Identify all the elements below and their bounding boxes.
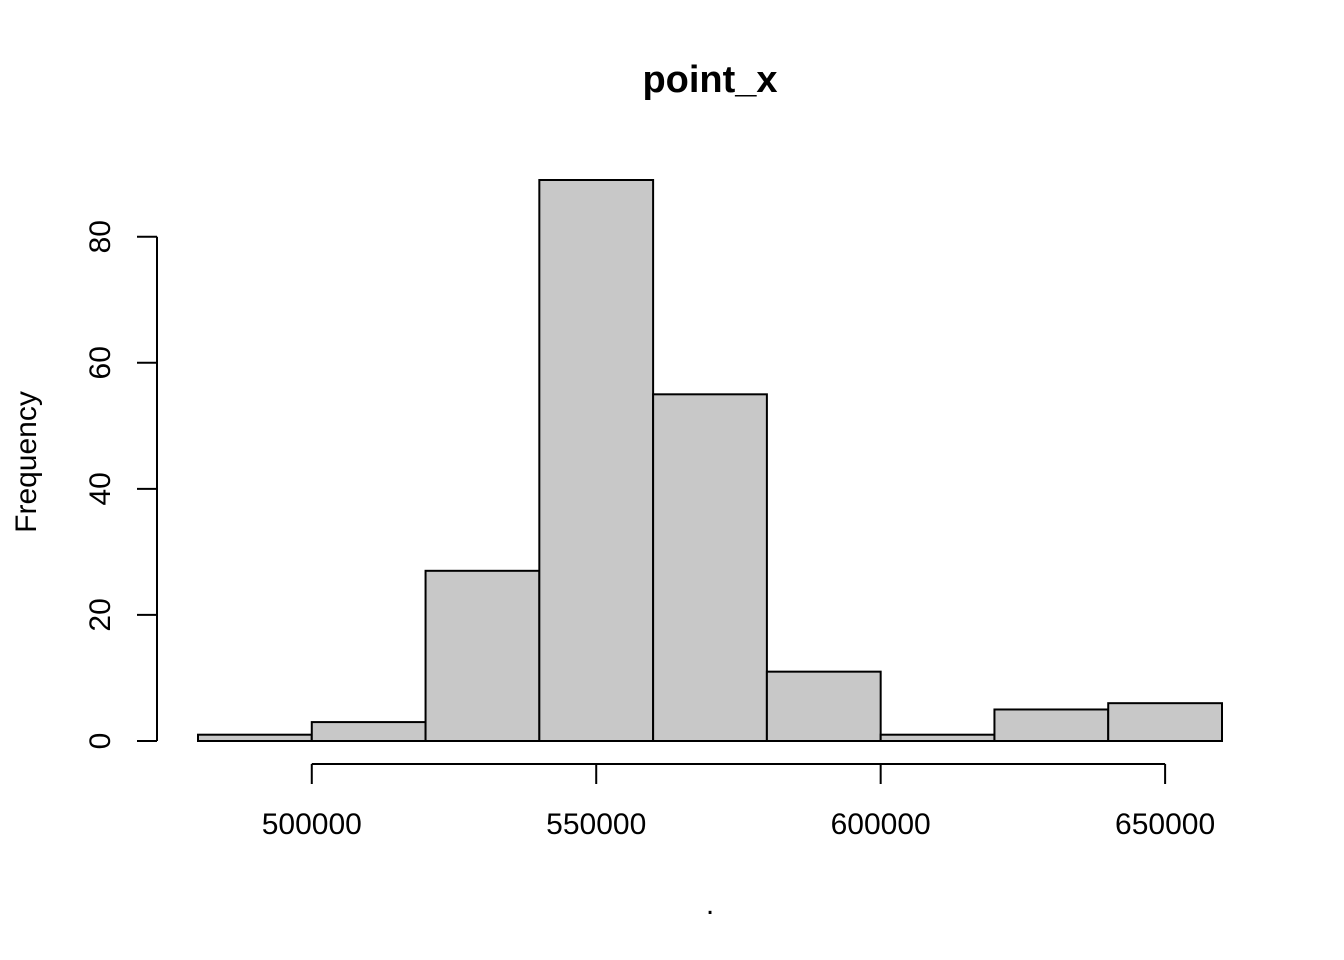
chart-title: point_x <box>642 59 777 101</box>
x-tick-label: 500000 <box>262 808 362 841</box>
histogram-bar-2 <box>426 571 540 741</box>
x-axis-title: . <box>706 888 714 921</box>
histogram-bar-5 <box>767 672 881 741</box>
histogram-bar-0 <box>198 735 312 741</box>
y-tick-label: 60 <box>84 346 117 379</box>
bars-group <box>198 180 1222 741</box>
y-ticks-group: 0 20 40 60 80 <box>84 220 157 749</box>
histogram-bar-7 <box>994 709 1108 741</box>
x-tick-label: 550000 <box>546 808 646 841</box>
histogram-bar-8 <box>1108 703 1222 741</box>
y-tick-label: 80 <box>84 220 117 253</box>
histogram-bar-6 <box>881 735 995 741</box>
x-ticks-group: 500000 550000 600000 650000 <box>262 764 1215 841</box>
x-tick-label: 650000 <box>1115 808 1215 841</box>
y-axis-title: Frequency <box>10 391 43 533</box>
x-tick-label: 600000 <box>831 808 931 841</box>
histogram-bar-4 <box>653 394 767 741</box>
y-tick-label: 0 <box>84 733 117 750</box>
y-tick-label: 20 <box>84 598 117 631</box>
histogram-bar-1 <box>312 722 426 741</box>
histogram-bar-3 <box>539 180 653 741</box>
y-tick-label: 40 <box>84 472 117 505</box>
